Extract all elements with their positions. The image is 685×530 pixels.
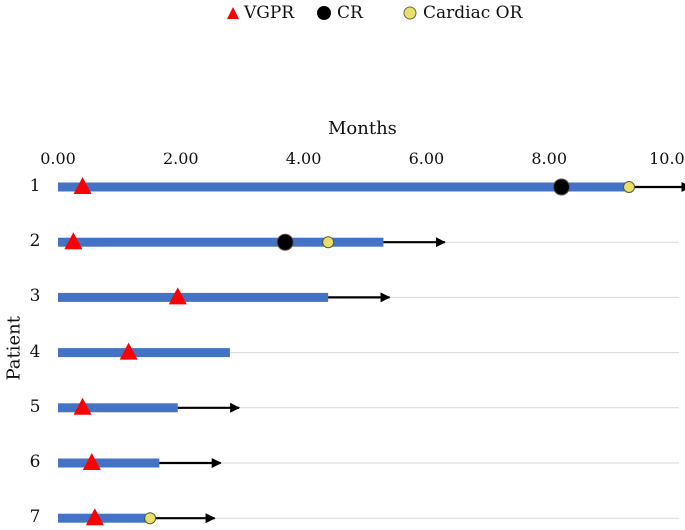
category-label: 2 (29, 231, 41, 252)
cardiac-or-marker (144, 512, 157, 525)
circle-icon (317, 6, 331, 20)
circle-icon (403, 6, 417, 20)
category-label: 6 (29, 452, 41, 472)
x-tick-label: 8.00 (531, 149, 567, 168)
vgpr-marker (119, 342, 138, 360)
category-label: 4 (29, 341, 41, 362)
x-tick-label: 4.00 (285, 149, 322, 168)
category-label: 5 (29, 396, 41, 417)
legend-item-cardiac-or: Cardiac OR (401, 2, 522, 24)
category-label: 1 (29, 176, 41, 196)
legend-item-vgpr: VGPR (226, 2, 294, 24)
x-tick-label: 6.00 (408, 149, 445, 168)
bar (58, 182, 630, 192)
vgpr-marker (73, 177, 92, 194)
x-axis-title: Months (328, 118, 397, 139)
cr-marker (552, 178, 570, 196)
bar (58, 237, 384, 247)
x-tick-label: 2.00 (162, 149, 199, 168)
category-label: 7 (29, 507, 41, 528)
vgpr-marker (64, 232, 83, 250)
vgpr-marker (73, 397, 92, 415)
bar (58, 458, 160, 468)
legend-label-vgpr: VGPR (244, 3, 295, 23)
legend-item-cr: CR (315, 2, 363, 24)
cr-marker (276, 233, 294, 251)
vgpr-marker (85, 508, 104, 526)
triangle-icon (227, 7, 239, 19)
vgpr-marker (82, 453, 101, 470)
bar (58, 348, 230, 358)
legend-label-cr: CR (337, 3, 363, 23)
legend-label-cardiac-or: Cardiac OR (423, 3, 523, 23)
legend: VGPR CR Cardiac OR (0, 0, 685, 26)
bar (58, 403, 178, 413)
x-tick-label: 10.00 (649, 149, 685, 168)
bar (58, 513, 148, 523)
cardiac-or-marker (322, 236, 335, 249)
cardiac-or-marker (623, 181, 636, 193)
vgpr-marker (168, 287, 187, 305)
x-tick-label: 0.00 (40, 149, 76, 168)
bar (58, 292, 329, 302)
category-label: 3 (29, 286, 41, 307)
